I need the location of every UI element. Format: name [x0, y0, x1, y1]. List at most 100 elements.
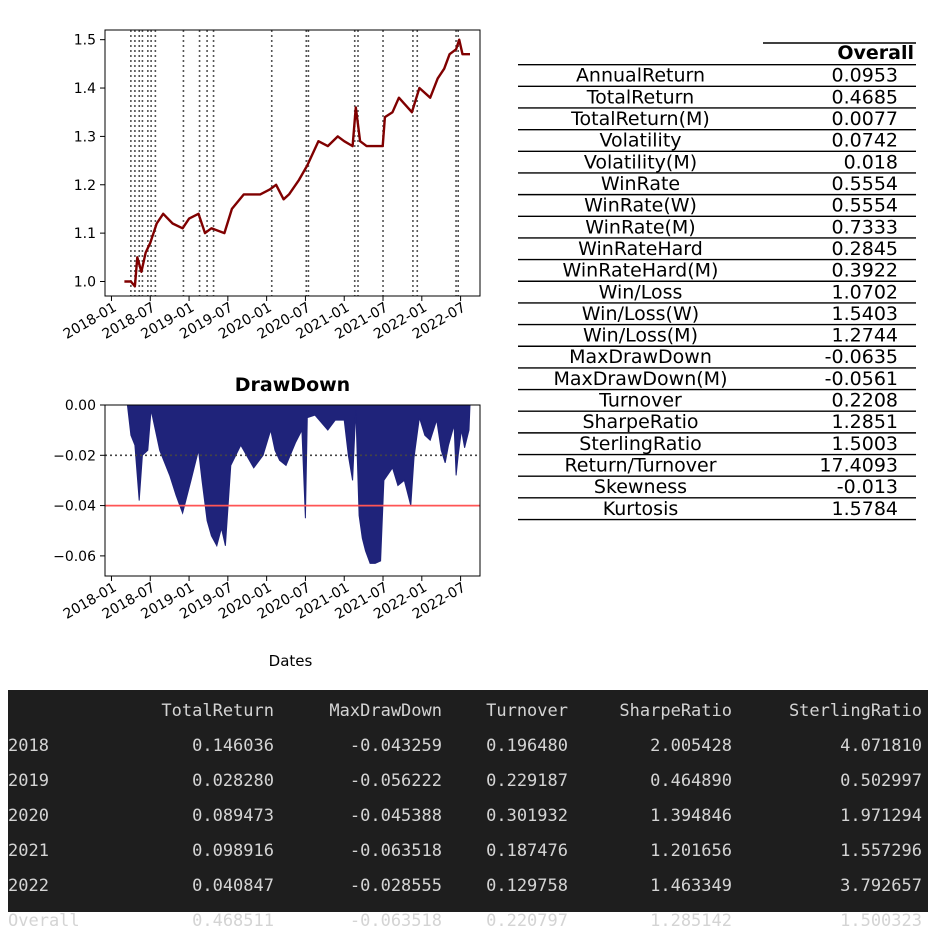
- stats-row-value: 0.2208: [832, 390, 898, 412]
- stats-row-value: 17.4093: [819, 455, 898, 477]
- yearly-cell: 0.089473: [192, 806, 274, 826]
- yearly-row-label: 2018: [8, 736, 49, 756]
- yearly-cell: 4.071810: [840, 736, 922, 756]
- yearly-row-label: 2020: [8, 806, 49, 826]
- yearly-row: 2022 0.040847 -0.028555 0.129758 1.463349 3.7…: [8, 869, 922, 904]
- stats-row-value: 0.0742: [832, 130, 898, 152]
- yearly-row: Overall 0.468511 -0.063518 0.220797 1.285142…: [8, 904, 922, 939]
- stats-row-value: 0.7333: [832, 216, 898, 238]
- yearly-header-row: TotalReturn MaxDrawDown Turnover SharpeRati…: [8, 694, 922, 729]
- yearly-cell: 0.229187: [486, 771, 568, 791]
- yearly-cell: 0.220797: [486, 911, 568, 931]
- drawdown-title: DrawDown: [235, 374, 350, 396]
- stats-row-value: 0.2845: [832, 238, 898, 260]
- yearly-column-header: Turnover: [486, 701, 568, 721]
- figure: 1.01.11.21.31.41.52018-012018-072019-012…: [53, 29, 916, 670]
- nav-y-tick-label: 1.0: [74, 274, 96, 290]
- stats-row-label: WinRate(W): [584, 195, 697, 217]
- yearly-cell: 0.040847: [192, 876, 274, 896]
- yearly-cell: 0.028280: [192, 771, 274, 791]
- yearly-cell: 1.201656: [650, 841, 732, 861]
- drawdown-chart: DrawDown0.00−0.02−0.04−0.062018-012018-0…: [53, 374, 481, 670]
- stats-row-value: 1.5003: [832, 433, 898, 455]
- drawdown-area: [126, 404, 471, 564]
- yearly-cell: 0.464890: [650, 771, 732, 791]
- yearly-row: 2018 0.146036 -0.043259 0.196480 2.005428 4.0…: [8, 729, 922, 764]
- stats-row-value: 1.2744: [832, 325, 898, 347]
- stats-row-label: WinRateHard(M): [563, 260, 719, 282]
- stats-row-label: Turnover: [598, 390, 682, 412]
- stats-row-label: SterlingRatio: [579, 433, 701, 455]
- drawdown-y-tick-label: −0.06: [53, 549, 96, 565]
- stats-row-label: WinRate: [601, 173, 680, 195]
- nav-y-tick-label: 1.2: [74, 178, 96, 194]
- yearly-cell: 3.792657: [840, 876, 922, 896]
- nav-line: [124, 38, 470, 288]
- yearly-row: 2019 0.028280 -0.056222 0.229187 0.464890 0.5…: [8, 764, 922, 799]
- yearly-cell: -0.063518: [349, 911, 442, 931]
- stats-header-overall: Overall: [837, 42, 914, 64]
- stats-row-label: Win/Loss(W): [582, 303, 699, 325]
- stats-row-label: Volatility: [599, 130, 681, 152]
- stats-row-value: -0.013: [837, 476, 898, 498]
- stats-row-value: 0.018: [844, 151, 898, 173]
- stats-row-label: Volatility(M): [584, 151, 697, 173]
- drawdown-y-tick-label: −0.02: [53, 448, 96, 464]
- drawdown-y-tick-label: 0.00: [65, 398, 96, 414]
- nav-y-tick-label: 1.3: [74, 129, 96, 145]
- stats-row-label: WinRateHard: [578, 238, 703, 260]
- yearly-cell: 1.500323: [840, 911, 922, 931]
- yearly-cell: -0.043259: [349, 736, 442, 756]
- yearly-index-header: [8, 694, 126, 729]
- yearly-cell: 0.502997: [840, 771, 922, 791]
- stats-row-label: Return/Turnover: [564, 455, 716, 477]
- stats-row-value: 1.0702: [832, 281, 898, 303]
- nav-y-tick-label: 1.1: [74, 226, 96, 242]
- stats-row-value: 0.3922: [832, 260, 898, 282]
- stats-row-value: 1.2851: [832, 411, 898, 433]
- stats-row-label: AnnualReturn: [576, 65, 705, 87]
- stats-row-value: 0.0953: [832, 65, 898, 87]
- yearly-cell: 0.146036: [192, 736, 274, 756]
- stats-row-label: MaxDrawDown(M): [554, 368, 728, 390]
- drawdown-plot-frame: [104, 404, 481, 577]
- stats-row-value: 1.5403: [832, 303, 898, 325]
- yearly-cell: -0.056222: [349, 771, 442, 791]
- stats-row-label: Win/Loss: [599, 281, 683, 303]
- stats-row-value: -0.0635: [825, 346, 898, 368]
- nav-y-tick-label: 1.5: [74, 33, 96, 49]
- yearly-column-header: TotalReturn: [161, 701, 274, 721]
- stats-row-value: 0.5554: [832, 195, 898, 217]
- yearly-row-label: 2019: [8, 771, 49, 791]
- nav-y-tick-label: 1.4: [74, 81, 96, 97]
- yearly-cell: 1.394846: [650, 806, 732, 826]
- yearly-cell: 1.557296: [840, 841, 922, 861]
- stats-row-label: MaxDrawDown: [569, 346, 712, 368]
- drawdown-x-label: Dates: [269, 652, 313, 670]
- yearly-cell: 0.098916: [192, 841, 274, 861]
- yearly-cell: 1.971294: [840, 806, 922, 826]
- stats-row-value: 0.4685: [832, 86, 898, 108]
- yearly-cell: 0.468511: [192, 911, 274, 931]
- yearly-column-header: SharpeRatio: [619, 701, 732, 721]
- drawdown-y-tick-label: −0.04: [53, 499, 96, 515]
- yearly-cell: 1.463349: [650, 876, 732, 896]
- yearly-cell: -0.045388: [349, 806, 442, 826]
- yearly-table: TotalReturn MaxDrawDown Turnover SharpeRati…: [8, 690, 928, 931]
- nav-plot-frame: [104, 29, 481, 297]
- stats-row-label: TotalReturn: [586, 86, 694, 108]
- yearly-cell: 2.005428: [650, 736, 732, 756]
- stats-row-label: Win/Loss(M): [583, 325, 698, 347]
- yearly-column-header: MaxDrawDown: [329, 701, 442, 721]
- stats-row-value: 0.0077: [832, 108, 898, 130]
- stats-row-value: -0.0561: [825, 368, 898, 390]
- stats-table: Overall AnnualReturn 0.0953 TotalReturn 0.46…: [518, 42, 916, 521]
- yearly-cell: -0.028555: [349, 876, 442, 896]
- stats-row-value: 0.5554: [832, 173, 898, 195]
- yearly-cell: 0.129758: [486, 876, 568, 896]
- stats-row-label: TotalReturn(M): [570, 108, 710, 130]
- yearly-row-label: 2022: [8, 876, 49, 896]
- yearly-cell: 0.196480: [486, 736, 568, 756]
- yearly-row: 2020 0.089473 -0.045388 0.301932 1.394846 1.9…: [8, 799, 922, 834]
- stats-row-label: SharpeRatio: [582, 411, 698, 433]
